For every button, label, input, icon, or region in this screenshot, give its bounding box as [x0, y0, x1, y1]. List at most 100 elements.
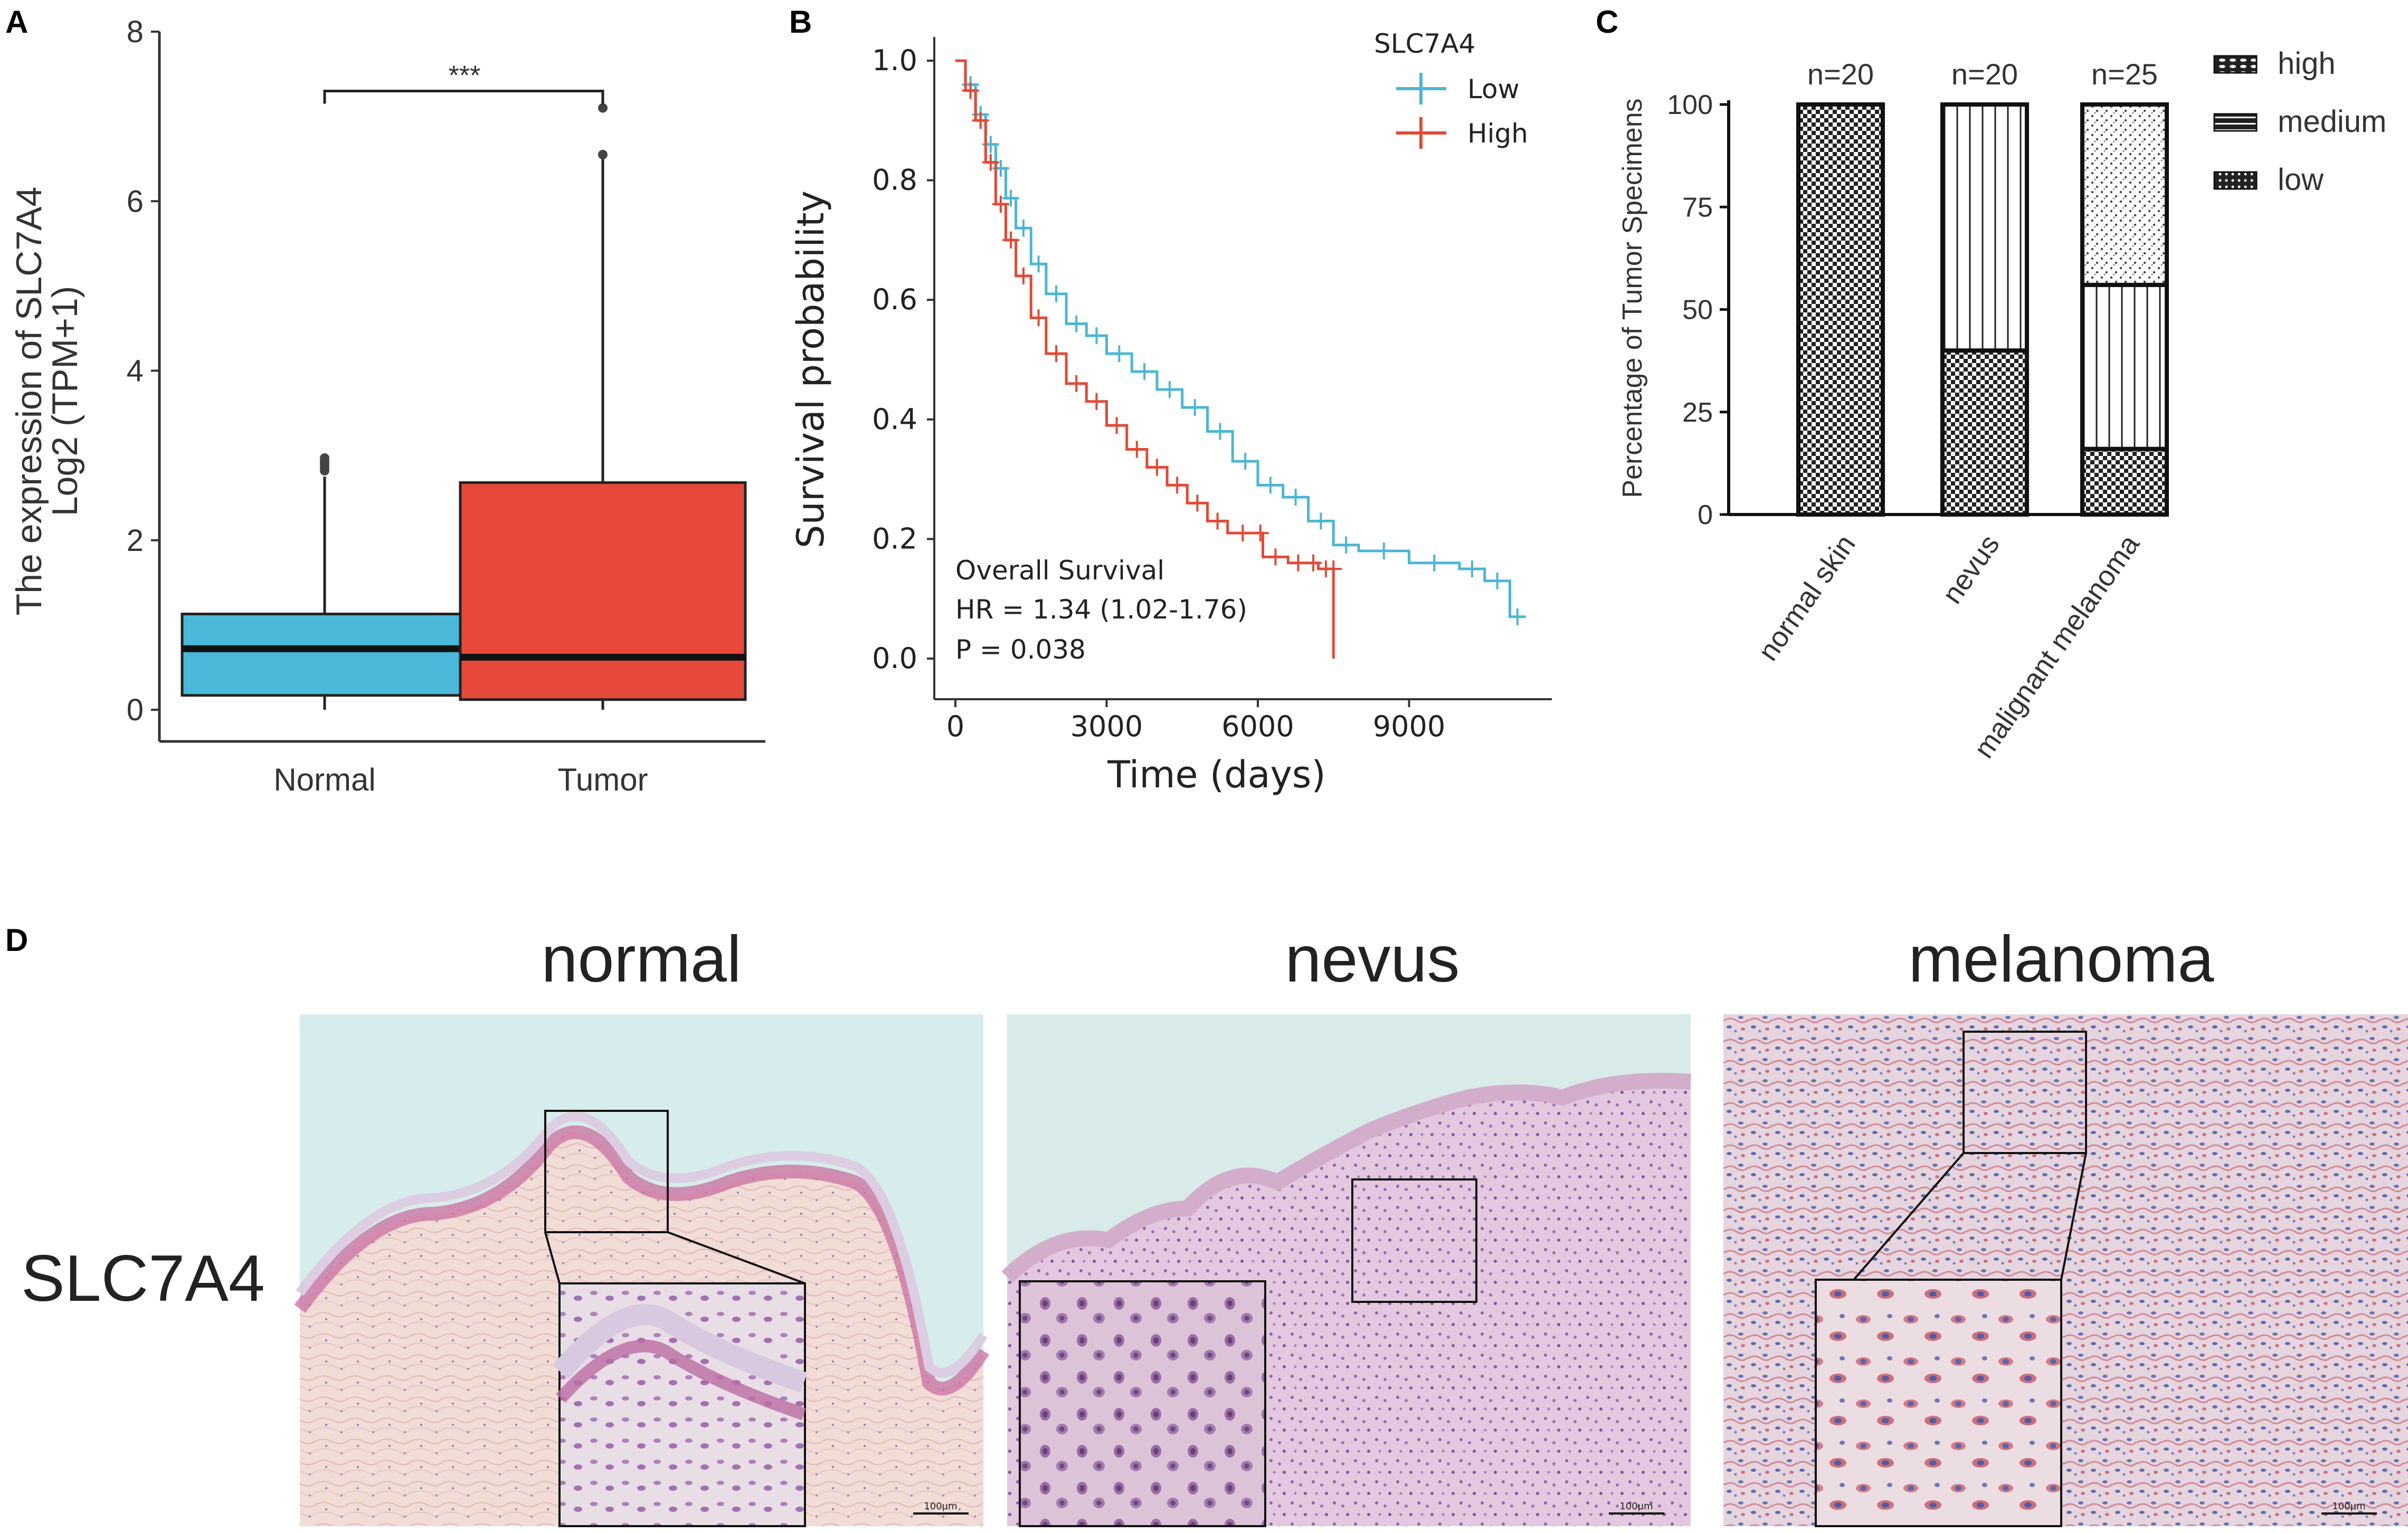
b-legend-high-label: High	[1467, 118, 1528, 149]
b-xtick-label: 3000	[1070, 710, 1143, 743]
b-censor-mark-low	[1186, 399, 1203, 416]
b-legend-low-label: Low	[1467, 74, 1519, 104]
b-censor-mark-high	[1290, 554, 1307, 572]
b-series-line-high	[955, 59, 1335, 659]
b-censor-mark-high	[982, 154, 999, 171]
c-bar-segment-medium	[1940, 102, 2029, 353]
b-censor-mark-high	[1234, 525, 1252, 542]
a-ytick-label: 4	[127, 354, 144, 388]
b-censor-mark-high	[1267, 548, 1284, 566]
histology-title-melanoma: melanoma	[1909, 923, 2214, 996]
a-y-ticks: 0 2 4 6 8	[127, 15, 159, 727]
c-ytick-label: 100	[1667, 90, 1713, 120]
b-censor-mark-low	[1002, 189, 1020, 207]
c-ytick-label: 25	[1682, 397, 1713, 428]
a-ylabel-line1: The expression of SLC7A4	[9, 187, 49, 616]
b-censor-mark-high	[1088, 393, 1105, 410]
b-ticks: 0.0 0.2 0.4 0.6 0.8 1.0 0 3000 6000 9000	[872, 44, 1445, 743]
b-censor-mark-low	[1509, 608, 1526, 625]
a-xtick-normal: Normal	[273, 762, 375, 797]
panel-letter-b: B	[789, 4, 812, 40]
c-bar-segment-low	[1940, 348, 2029, 517]
b-censor-mark-low	[1338, 536, 1355, 554]
b-censor-mark-low	[1068, 315, 1085, 332]
b-xlabel: Time (days)	[1107, 753, 1325, 796]
b-legend-high: High	[1396, 117, 1528, 149]
c-legend-high: high	[2278, 46, 2336, 81]
c-legend-medium: medium	[2278, 104, 2386, 139]
a-outlier-tumor	[598, 149, 608, 159]
b-censor-mark-high	[992, 195, 1009, 213]
a-xtick-tumor: Tumor	[557, 762, 648, 797]
b-censor-mark-low	[1111, 345, 1128, 363]
nevus-roi-box	[1351, 1178, 1477, 1303]
c-xtick-label: malignant melanoma	[1968, 529, 2146, 764]
b-censor-mark-low	[1161, 381, 1178, 398]
b-censor-mark-high	[1189, 494, 1206, 512]
b-censor-mark-low	[1237, 453, 1254, 470]
melanoma-zoom-inset	[1815, 1279, 2062, 1527]
b-censor-mark-high	[1149, 459, 1165, 476]
histology-panel: normal nevus melanoma SLC7A4 100µm	[21, 923, 2408, 1527]
c-bar-segment-high	[2080, 102, 2169, 287]
c-bar-segment-low	[2080, 446, 2169, 517]
b-ytick-label: 0.6	[872, 283, 917, 316]
c-n-label: n=20	[1807, 58, 1874, 91]
normal-roi-box	[544, 1110, 669, 1233]
b-censor-mark-high	[962, 82, 979, 99]
b-legend-title: SLC7A4	[1374, 28, 1475, 59]
c-legend: high medium low	[2213, 46, 2386, 197]
b-ytick-label: 0.0	[872, 642, 917, 675]
b-censor-mark-low	[1211, 423, 1229, 440]
a-outlier-normal	[320, 462, 329, 472]
significance-stars: ***	[449, 60, 481, 91]
box-plot: 0 2 4 6 8 *** Normal Tumor The expression of…	[9, 15, 765, 797]
b-censor-mark-low	[1015, 220, 1032, 237]
c-n-label: n=25	[2091, 58, 2158, 91]
histology-image-normal: 100µm	[294, 1014, 989, 1527]
c-xtick-label: normal skin	[1752, 529, 1862, 666]
histology-title-normal: normal	[541, 923, 741, 996]
panel-letter-d: D	[5, 922, 28, 958]
b-censor-mark-low	[1463, 560, 1481, 578]
b-series	[955, 59, 1526, 659]
b-censor-mark-high	[1030, 309, 1047, 327]
b-xtick-label: 6000	[1221, 710, 1294, 743]
b-xtick-label: 0	[946, 710, 964, 743]
significance-bracket	[323, 89, 604, 104]
a-ylabel-line2: Log2 (TPM+1)	[45, 286, 85, 517]
b-censor-mark-low	[1375, 542, 1392, 560]
b-censor-mark-low	[1048, 285, 1065, 302]
histology-image-melanoma: 100µm	[1723, 1014, 2408, 1527]
histology-image-nevus: 100µm	[1001, 1014, 1692, 1527]
b-censor-mark-high	[1325, 560, 1342, 578]
b-annotation-p: P = 0.038	[955, 634, 1086, 665]
b-annotation-title: Overall Survival	[955, 555, 1164, 586]
b-annotation-hr: HR = 1.34 (1.02-1.76)	[955, 594, 1247, 625]
a-ytick-label: 6	[127, 184, 144, 218]
b-censor-mark-high	[1002, 231, 1020, 249]
c-legend-swatch-high	[2213, 55, 2258, 74]
c-legend-low: low	[2278, 163, 2324, 197]
b-censor-mark-high	[972, 112, 989, 129]
a-ytick-label: 2	[127, 523, 144, 558]
b-censor-mark-high	[1048, 345, 1065, 363]
c-legend-swatch-medium	[2213, 113, 2258, 132]
histology-title-nevus: nevus	[1285, 923, 1460, 996]
b-censor-mark-low	[1136, 363, 1153, 380]
c-ytick-label: 0	[1698, 500, 1713, 530]
a-boxes	[181, 103, 747, 710]
a-box-tumor	[459, 481, 747, 701]
b-censor-mark-low	[1262, 477, 1279, 494]
survival-plot: 0.0 0.2 0.4 0.6 0.8 1.0 0 3000 6000 9000 Time (da…	[789, 28, 1552, 796]
a-ytick-label: 0	[127, 693, 144, 727]
b-legend-low: Low	[1396, 73, 1519, 104]
c-bar-segment-low	[1796, 102, 1885, 517]
c-bars: n=20 normal skin n=20 nevus n=25 malignant me…	[1752, 58, 2169, 764]
c-ytick-label: 50	[1682, 295, 1713, 326]
b-censor-mark-low	[1426, 554, 1443, 572]
c-legend-swatch-low	[2213, 171, 2258, 190]
a-outlier-tumor	[598, 103, 608, 113]
c-ytick-label: 75	[1682, 192, 1713, 223]
nevus-scale-bar: 100µm	[1619, 1501, 1653, 1512]
